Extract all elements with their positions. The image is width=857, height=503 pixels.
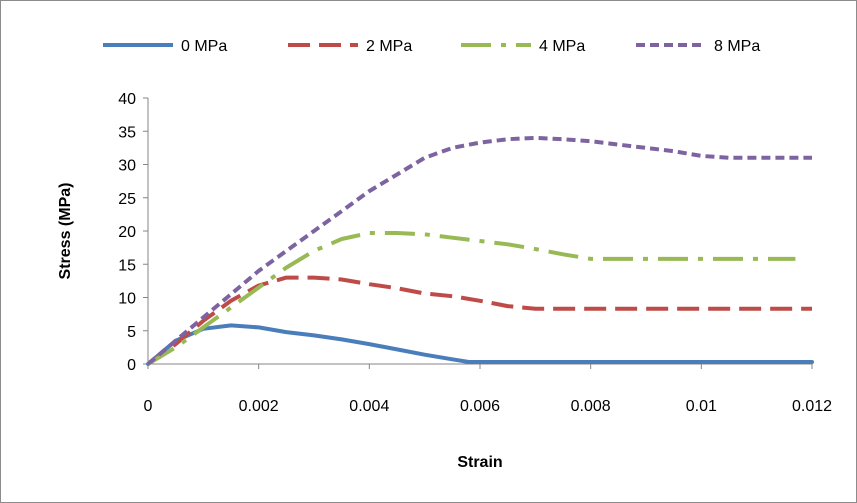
series-group <box>146 135 814 366</box>
y-axis-title: Stress (MPa) <box>57 183 74 280</box>
y-tick-label: 15 <box>118 257 136 274</box>
y-tick-label: 10 <box>118 291 136 308</box>
y-tick-label: 30 <box>118 158 136 175</box>
legend-label: 0 MPa <box>181 38 227 55</box>
legend-label: 8 MPa <box>714 38 760 55</box>
axes <box>147 98 812 365</box>
y-tick-label: 20 <box>118 224 136 241</box>
x-tick-label: 0.006 <box>460 398 500 415</box>
y-tick-label: 35 <box>118 124 136 141</box>
y-tick-label: 5 <box>127 324 136 341</box>
legend: 0 MPa 2 MPa 4 MPa 8 MPa <box>103 38 760 55</box>
x-axis-title: Strain <box>457 454 502 471</box>
series-line-4-mpa <box>146 231 796 366</box>
legend-label: 4 MPa <box>539 38 585 55</box>
x-tick-label: 0.012 <box>792 398 832 415</box>
x-tick-label: 0.008 <box>571 398 611 415</box>
series-line-8-mpa <box>146 135 812 366</box>
x-tick-label: 0.004 <box>349 398 389 415</box>
x-tick-label: 0 <box>144 398 153 415</box>
series-line-2-mpa <box>146 275 812 366</box>
y-tick-label: 25 <box>118 191 136 208</box>
y-tick-label: 0 <box>127 357 136 374</box>
legend-label: 2 MPa <box>366 38 412 55</box>
series-line-0-mpa <box>146 323 814 366</box>
y-tick-label: 40 <box>118 91 136 108</box>
x-tick-label: 0.01 <box>686 398 717 415</box>
ticks: 0 5 10 15 20 25 30 35 40 0 0.002 0.004 0.006 0.008 0.0… <box>118 91 832 415</box>
x-tick-label: 0.002 <box>239 398 279 415</box>
